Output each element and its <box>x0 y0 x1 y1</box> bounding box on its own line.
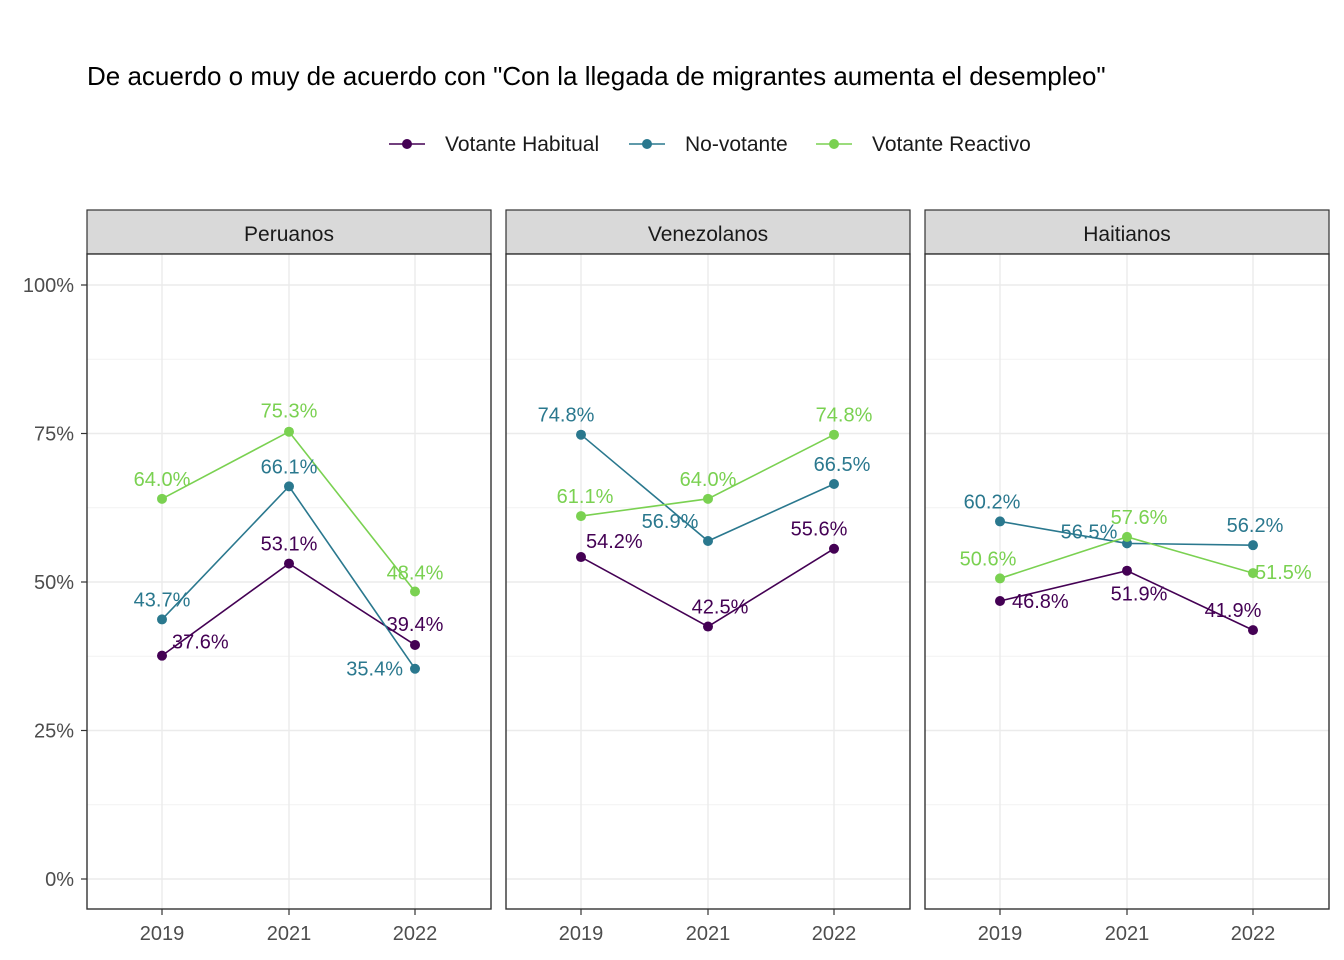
data-point-votante-reactivo <box>703 493 713 504</box>
data-point-votante-habitual <box>576 552 586 563</box>
data-label-votante-habitual: 54.2% <box>586 531 643 553</box>
data-point-votante-reactivo <box>284 426 294 437</box>
x-tick-label: 2022 <box>393 923 438 945</box>
data-point-votante-reactivo <box>995 573 1005 584</box>
data-label-votante-reactivo: 57.6% <box>1111 507 1168 529</box>
x-tick-label: 2022 <box>1231 923 1276 945</box>
data-label-votante-habitual: 53.1% <box>261 534 318 556</box>
legend-key-point <box>829 139 839 149</box>
x-tick-label: 2021 <box>267 923 312 945</box>
data-label-votante-habitual: 42.5% <box>692 597 749 619</box>
data-label-votante-habitual: 51.9% <box>1111 584 1168 606</box>
data-label-votante-reactivo: 74.8% <box>816 405 873 427</box>
x-tick-label: 2022 <box>812 923 857 945</box>
strip-label: Peruanos <box>244 223 334 246</box>
data-point-votante-habitual <box>829 543 839 554</box>
legend-label: Votante Reactivo <box>872 133 1031 156</box>
data-label-no-votante: 60.2% <box>964 491 1021 513</box>
data-label-no-votante: 74.8% <box>538 405 595 427</box>
data-label-votante-habitual: 39.4% <box>387 614 444 636</box>
data-point-no-votante <box>1248 540 1258 551</box>
data-point-votante-habitual <box>284 558 294 569</box>
data-point-votante-reactivo <box>829 429 839 440</box>
data-label-votante-habitual: 46.8% <box>1012 591 1069 613</box>
data-label-votante-habitual: 55.6% <box>791 519 848 541</box>
data-point-votante-reactivo <box>410 586 420 597</box>
y-tick-label: 50% <box>34 572 74 594</box>
chart-title: De acuerdo o muy de acuerdo con "Con la … <box>87 61 1106 91</box>
legend-key-point <box>642 139 652 149</box>
data-point-votante-habitual <box>995 596 1005 607</box>
data-label-no-votante: 35.4% <box>346 659 403 681</box>
data-point-votante-reactivo <box>157 493 167 504</box>
legend: Votante Habitual No-votante Votante Reacti… <box>389 133 1031 156</box>
data-point-votante-habitual <box>157 650 167 661</box>
x-tick-label: 2019 <box>559 923 604 945</box>
data-label-no-votante: 66.5% <box>814 454 871 476</box>
data-point-no-votante <box>995 516 1005 527</box>
legend-item-votante-reactivo: Votante Reactivo <box>816 133 1031 156</box>
panel-peruanos: Peruanos 37.6% 53.1% 39.4% 43.7% 66.1% 35.4% 64… <box>23 209 492 945</box>
data-label-votante-reactivo: 48.4% <box>387 563 444 585</box>
panels: Peruanos 37.6% 53.1% 39.4% 43.7% 66.1% 35.4% 64… <box>23 209 1330 945</box>
legend-item-no-votante: No-votante <box>629 133 788 156</box>
data-point-votante-habitual <box>410 639 420 650</box>
x-tick-label: 2021 <box>1105 923 1150 945</box>
y-tick-label: 100% <box>23 275 74 297</box>
data-point-no-votante <box>703 536 713 547</box>
legend-key-point <box>402 139 412 149</box>
data-label-no-votante: 56.9% <box>642 511 699 533</box>
panel-venezolanos: Venezolanos 54.2% 42.5% 55.6% 74.8% 56.9% 66.5… <box>505 209 911 945</box>
data-point-no-votante <box>284 481 294 492</box>
x-tick-label: 2021 <box>686 923 731 945</box>
data-label-votante-reactivo: 51.5% <box>1255 562 1312 584</box>
y-tick-label: 75% <box>34 424 74 446</box>
legend-label: Votante Habitual <box>445 133 599 156</box>
data-label-no-votante: 66.1% <box>261 456 318 478</box>
data-label-votante-reactivo: 61.1% <box>557 486 614 508</box>
panel-haitianos: Haitianos 46.8% 51.9% 41.9% 60.2% 56.5% 56.2% 5… <box>924 209 1330 945</box>
data-label-votante-habitual: 41.9% <box>1205 600 1262 622</box>
data-point-votante-habitual <box>703 621 713 632</box>
y-tick-label: 0% <box>45 869 74 891</box>
data-point-no-votante <box>157 614 167 625</box>
data-label-no-votante: 56.5% <box>1061 521 1118 543</box>
strip-background <box>86 209 492 255</box>
strip-label: Haitianos <box>1083 223 1171 246</box>
legend-label: No-votante <box>685 133 788 156</box>
x-tick-label: 2019 <box>978 923 1023 945</box>
x-tick-label: 2019 <box>140 923 185 945</box>
data-point-votante-habitual <box>1122 565 1132 576</box>
data-label-no-votante: 43.7% <box>134 589 191 611</box>
data-label-votante-reactivo: 50.6% <box>960 548 1017 570</box>
data-point-no-votante <box>410 663 420 674</box>
data-point-votante-habitual <box>1248 625 1258 636</box>
strip-background <box>924 209 1330 255</box>
data-label-votante-reactivo: 75.3% <box>261 401 318 423</box>
data-point-votante-reactivo <box>576 511 586 522</box>
data-label-votante-reactivo: 64.0% <box>134 469 191 491</box>
data-point-votante-reactivo <box>1248 568 1258 579</box>
data-label-no-votante: 56.2% <box>1227 515 1284 537</box>
data-point-no-votante <box>829 478 839 489</box>
data-label-votante-habitual: 37.6% <box>172 632 229 654</box>
data-point-no-votante <box>576 429 586 440</box>
strip-label: Venezolanos <box>648 223 768 246</box>
data-point-votante-reactivo <box>1122 531 1132 542</box>
legend-item-votante-habitual: Votante Habitual <box>389 133 599 156</box>
y-tick-label: 25% <box>34 721 74 743</box>
data-label-votante-reactivo: 64.0% <box>680 469 737 491</box>
